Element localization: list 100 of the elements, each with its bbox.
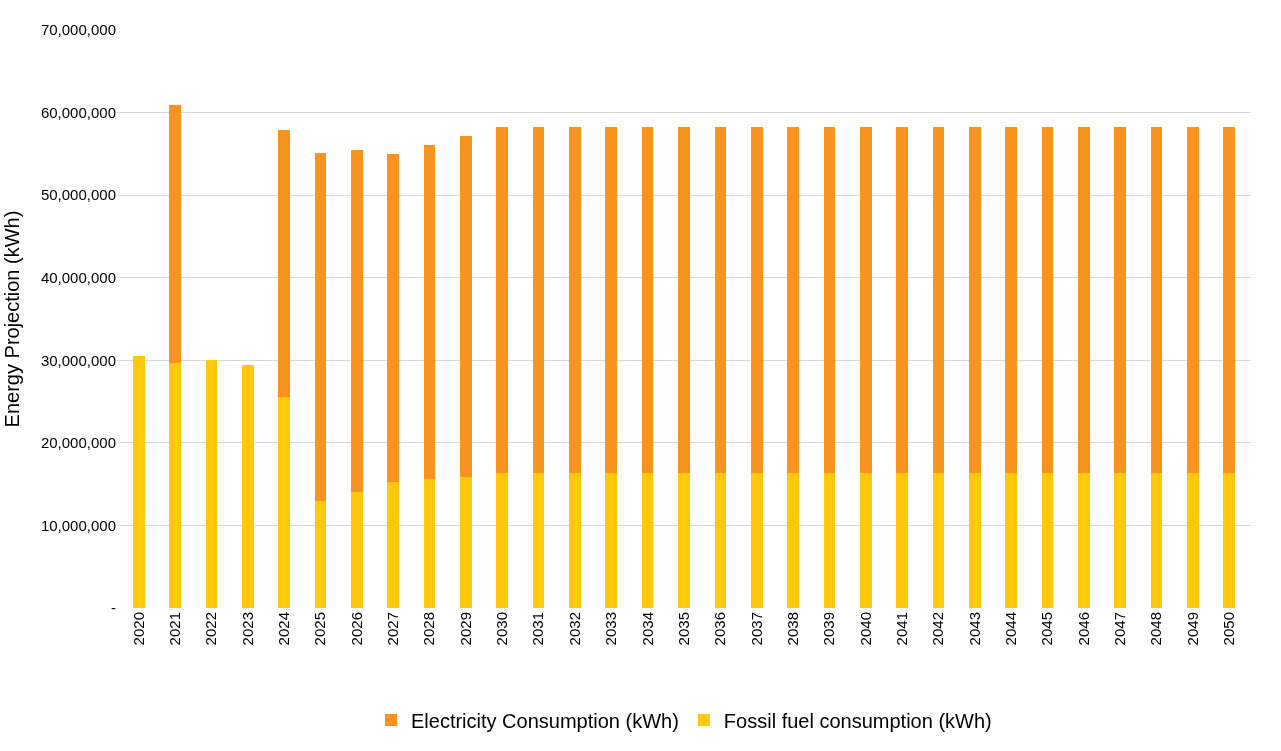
bar [968, 126, 981, 474]
bar [387, 481, 400, 608]
x-tick-label: 2040 [856, 612, 874, 646]
x-tick-label: 2041 [892, 612, 910, 646]
y-tick-label: 50,000,000 [40, 186, 116, 204]
bar [787, 473, 799, 608]
bar [1114, 126, 1126, 474]
x-tick-label: 2030 [493, 612, 511, 646]
bar [859, 473, 872, 608]
bar [823, 473, 836, 608]
bar [569, 126, 581, 474]
bar [569, 473, 581, 608]
x-tick-label: 2025 [311, 612, 329, 646]
y-tick-label: 40,000,000 [40, 268, 116, 286]
x-tick-label: 2031 [529, 612, 547, 646]
bar [1005, 126, 1017, 474]
legend-label: Electricity Consumption (kWh) [411, 709, 679, 732]
x-tick-label: 2020 [129, 612, 147, 646]
bar [314, 153, 327, 501]
x-tick-label: 2026 [347, 612, 365, 646]
bar [532, 126, 545, 474]
y-tick-label: 30,000,000 [40, 351, 116, 369]
bar [351, 149, 363, 492]
bar [823, 126, 836, 474]
x-tick-label: 2043 [965, 612, 983, 646]
x-tick-label: 2035 [674, 612, 692, 646]
bar [1114, 473, 1126, 608]
bar [896, 126, 908, 474]
bar [1077, 126, 1090, 474]
bar [496, 473, 509, 608]
bar [968, 473, 981, 608]
x-tick-label: 2042 [929, 612, 947, 646]
x-tick-label: 2036 [711, 612, 729, 646]
x-tick-label: 2038 [783, 612, 801, 646]
bar [460, 476, 472, 608]
x-tick-label: 2023 [238, 612, 256, 646]
y-tick-label: 60,000,000 [40, 103, 116, 121]
x-tick-label: 2048 [1147, 612, 1165, 646]
y-axis-title: Energy Projection (kWh) [1, 210, 24, 428]
bar [205, 360, 218, 608]
bar [714, 126, 727, 474]
x-tick-label: 2021 [166, 612, 184, 646]
x-tick-label: 2046 [1074, 612, 1092, 646]
y-tick-label: 20,000,000 [40, 434, 116, 452]
bar [169, 362, 181, 608]
bar [242, 365, 254, 608]
x-tick-label: 2047 [1111, 612, 1129, 646]
x-tick-label: 2027 [384, 612, 402, 646]
bar [896, 473, 908, 608]
bar [641, 473, 654, 608]
bar [1150, 126, 1163, 474]
bar [1223, 126, 1236, 474]
bar [423, 144, 436, 480]
x-tick-label: 2032 [565, 612, 583, 646]
bar [532, 473, 545, 608]
bar [678, 126, 690, 474]
x-tick-label: 2024 [275, 612, 293, 646]
bar [496, 126, 509, 474]
bar [932, 473, 945, 608]
bar [605, 126, 618, 474]
bar [641, 126, 654, 474]
x-tick-label: 2037 [747, 612, 765, 646]
y-tick-label: - [111, 599, 116, 617]
bar [169, 105, 181, 363]
bar [1150, 473, 1163, 608]
x-tick-label: 2029 [456, 612, 474, 646]
bar [132, 356, 145, 608]
bar [1187, 473, 1199, 608]
bar [1041, 473, 1054, 608]
bar [1223, 473, 1236, 608]
x-tick-label: 2049 [1183, 612, 1201, 646]
x-tick-label: 2039 [820, 612, 838, 646]
bar [278, 397, 291, 608]
bar [278, 129, 291, 398]
x-tick-label: 2028 [420, 612, 438, 646]
x-tick-label: 2022 [202, 612, 220, 646]
bar [678, 473, 690, 608]
bar [351, 491, 363, 608]
bar [423, 479, 436, 608]
x-tick-label: 2034 [638, 612, 656, 646]
bar [1187, 126, 1199, 474]
bar [605, 473, 618, 608]
bar [787, 126, 799, 474]
bar [932, 126, 945, 474]
legend-label: Fossil fuel consumption (kWh) [723, 709, 992, 732]
bar [1041, 126, 1054, 474]
x-tick-label: 2033 [602, 612, 620, 646]
bar [460, 135, 472, 477]
bar [314, 500, 327, 608]
bar [859, 126, 872, 474]
bar [750, 473, 763, 608]
bar [714, 473, 727, 608]
x-tick-label: 2044 [1001, 612, 1019, 646]
y-tick-label: 70,000,000 [40, 21, 116, 39]
y-tick-label: 10,000,000 [40, 516, 116, 534]
bar [750, 126, 763, 474]
x-tick-label: 2050 [1220, 612, 1238, 646]
bar [1005, 473, 1017, 608]
bar [1077, 473, 1090, 608]
bar [387, 153, 400, 482]
